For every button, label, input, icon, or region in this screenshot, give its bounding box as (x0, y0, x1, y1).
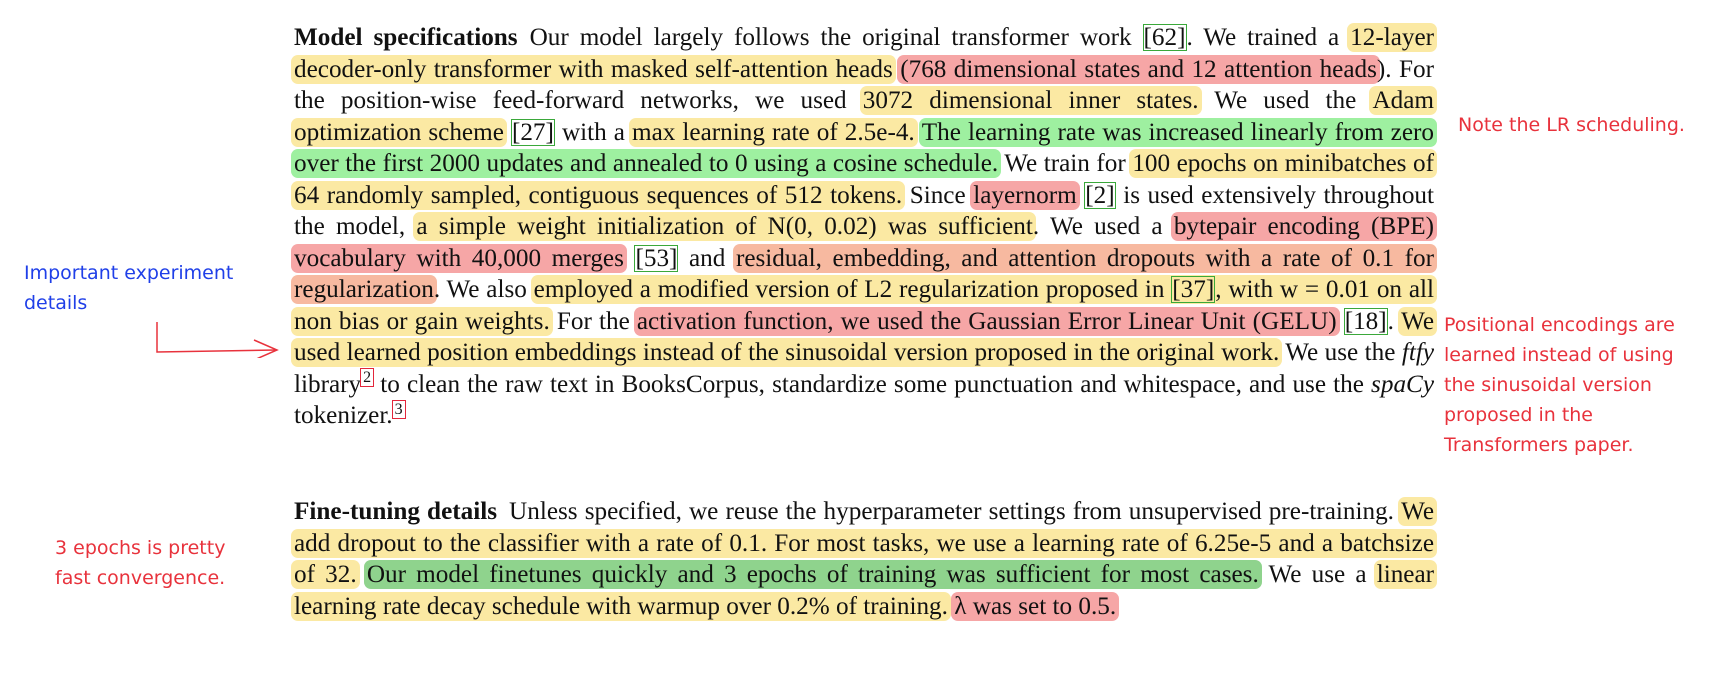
text: We used the (1198, 87, 1357, 114)
footnote-3[interactable]: 3 (391, 399, 406, 419)
footnote-2[interactable]: 2 (360, 368, 375, 388)
annotation-lr: Note the LR scheduling. (1458, 114, 1685, 136)
text: We use a (1258, 561, 1367, 588)
text: Since (902, 181, 966, 209)
text: tokenizer. (294, 402, 393, 429)
text: Unless specified, we reuse the hyperpara… (509, 498, 1394, 525)
annotation-positional: Positional encodings are learned instead… (1444, 314, 1675, 456)
text: to clean the raw text in BooksCorpus, st… (373, 370, 1364, 398)
citation-53[interactable]: [53] (634, 244, 679, 272)
highlight-quick: Our model finetunes quickly and 3 epochs… (363, 560, 1262, 589)
annotation-experiment: Important experiment details (24, 262, 234, 314)
highlight-gelu: activation function, we used the Gaussia… (633, 306, 1340, 336)
fine-tuning-paragraph: Fine-tuning details Unless specified, we … (291, 496, 1438, 622)
annotation-epochs: 3 epochs is pretty fast convergence. (55, 537, 226, 589)
citation-62[interactable]: [62] (1142, 24, 1187, 51)
text: We use the (1279, 339, 1396, 366)
highlight-dims: (768 dimensional states and 12 attention… (897, 54, 1380, 84)
ftfy-name: ftfy (1401, 339, 1435, 366)
text: . We trained a (1186, 24, 1340, 51)
text: and (678, 244, 726, 272)
model-specifications-paragraph: Model specifications Our model largely fo… (291, 22, 1438, 432)
text: library (294, 370, 362, 398)
text: is used extensively throughout the model… (294, 181, 1435, 241)
text: Our model largely follows the original t… (529, 24, 1132, 51)
text: with a (554, 118, 625, 146)
text: . We used a (1032, 213, 1163, 240)
text: For the (549, 307, 630, 335)
highlight-layernorm: layernorm (970, 180, 1080, 210)
text: We train for (998, 150, 1126, 177)
section-heading: Model specifications (294, 24, 518, 51)
text: employed a modified version of L2 regula… (533, 276, 1165, 303)
text: . (1387, 307, 1394, 335)
text: . We also (433, 276, 527, 303)
citation-18[interactable]: [18] (1343, 307, 1388, 335)
section-heading: Fine-tuning details (294, 498, 498, 525)
text: , with w = 0.01 on all non bias or gain … (294, 276, 1434, 335)
highlight-lambda: λ was set to 0.5. (951, 591, 1120, 621)
citation-37[interactable]: [37] (1171, 276, 1216, 303)
highlight-ff: 3072 dimensional inner states. (859, 86, 1202, 115)
citation-2[interactable]: [2] (1084, 181, 1116, 209)
text: ). For the position-wise feed-forward ne… (294, 55, 1434, 115)
arrow-icon (156, 322, 279, 358)
highlight-init: a simple weight initialization of N(0, 0… (413, 212, 1036, 241)
spacy-name: spaCy (1371, 370, 1435, 398)
highlight-lr: max learning rate of 2.5e-4. (629, 117, 918, 147)
citation-27[interactable]: [27] (510, 118, 555, 146)
